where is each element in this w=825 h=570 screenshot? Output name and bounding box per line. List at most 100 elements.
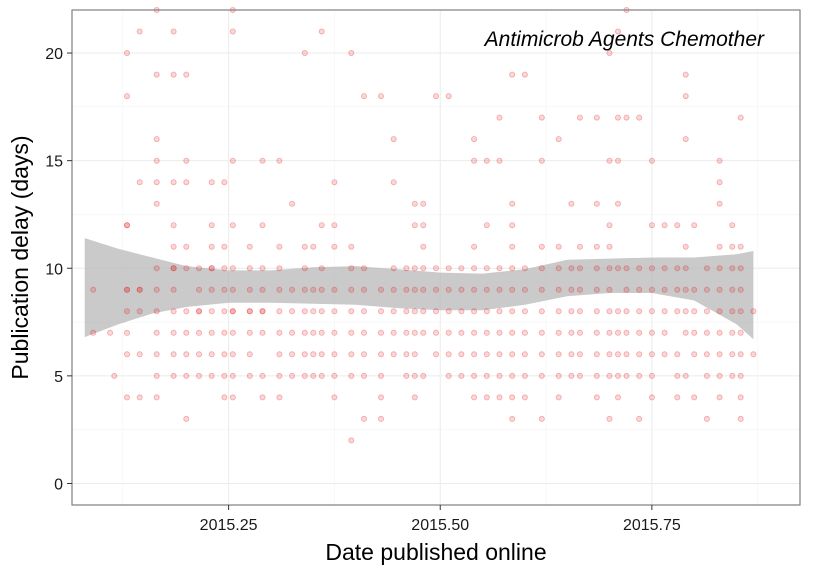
data-point bbox=[703, 351, 710, 358]
data-point bbox=[555, 372, 562, 379]
data-point bbox=[318, 286, 325, 293]
data-point bbox=[682, 71, 689, 78]
data-point bbox=[648, 394, 655, 401]
data-point bbox=[703, 372, 710, 379]
data-point bbox=[390, 265, 397, 272]
data-point bbox=[170, 265, 177, 272]
data-point bbox=[716, 200, 723, 207]
data-point bbox=[183, 372, 190, 379]
data-point bbox=[509, 372, 516, 379]
data-point bbox=[538, 372, 545, 379]
panel-border bbox=[71, 9, 801, 506]
data-point bbox=[348, 351, 355, 358]
data-point bbox=[360, 372, 367, 379]
data-point bbox=[331, 243, 338, 250]
data-point bbox=[124, 351, 131, 358]
data-point bbox=[348, 265, 355, 272]
data-point bbox=[538, 265, 545, 272]
data-point bbox=[331, 372, 338, 379]
data-point bbox=[555, 265, 562, 272]
data-point bbox=[411, 222, 418, 229]
data-point bbox=[576, 372, 583, 379]
data-point bbox=[153, 372, 160, 379]
data-point bbox=[310, 286, 317, 293]
data-point bbox=[411, 372, 418, 379]
data-point bbox=[208, 286, 215, 293]
data-point bbox=[124, 222, 131, 229]
data-point bbox=[276, 286, 283, 293]
data-point bbox=[471, 329, 478, 336]
data-point bbox=[111, 372, 118, 379]
data-point bbox=[682, 329, 689, 336]
data-point bbox=[593, 243, 600, 250]
y-tick-label: 0 bbox=[54, 476, 63, 493]
data-point bbox=[259, 329, 266, 336]
data-point bbox=[445, 286, 452, 293]
y-tick-label: 20 bbox=[45, 46, 63, 63]
data-point bbox=[246, 372, 253, 379]
data-point bbox=[331, 394, 338, 401]
data-point bbox=[691, 222, 698, 229]
data-point bbox=[682, 265, 689, 272]
data-point bbox=[716, 329, 723, 336]
data-point bbox=[606, 372, 613, 379]
data-point bbox=[538, 157, 545, 164]
data-point bbox=[348, 50, 355, 57]
data-point bbox=[183, 351, 190, 358]
data-point bbox=[496, 114, 503, 121]
data-point bbox=[555, 329, 562, 336]
data-point bbox=[246, 308, 253, 315]
data-point bbox=[568, 372, 575, 379]
data-point bbox=[221, 372, 228, 379]
data-point bbox=[310, 308, 317, 315]
data-point bbox=[259, 265, 266, 272]
data-point bbox=[521, 308, 528, 315]
data-point bbox=[555, 286, 562, 293]
data-point bbox=[208, 222, 215, 229]
data-point bbox=[483, 329, 490, 336]
data-point bbox=[445, 308, 452, 315]
data-point bbox=[538, 114, 545, 121]
data-point bbox=[124, 50, 131, 57]
data-point bbox=[682, 308, 689, 315]
data-point bbox=[229, 308, 236, 315]
data-point bbox=[124, 329, 131, 336]
data-point bbox=[606, 50, 613, 57]
data-point bbox=[606, 286, 613, 293]
data-point bbox=[648, 329, 655, 336]
data-point bbox=[648, 351, 655, 358]
data-point bbox=[360, 329, 367, 336]
data-point bbox=[691, 329, 698, 336]
data-point bbox=[432, 308, 439, 315]
data-point bbox=[509, 394, 516, 401]
data-point bbox=[195, 308, 202, 315]
data-point bbox=[555, 308, 562, 315]
data-point bbox=[703, 265, 710, 272]
data-point bbox=[403, 308, 410, 315]
data-point bbox=[623, 329, 630, 336]
data-point bbox=[615, 308, 622, 315]
data-point bbox=[276, 329, 283, 336]
data-point bbox=[593, 200, 600, 207]
data-point bbox=[716, 157, 723, 164]
data-point bbox=[229, 308, 236, 315]
data-point bbox=[471, 157, 478, 164]
data-point bbox=[331, 308, 338, 315]
data-point bbox=[403, 265, 410, 272]
data-point bbox=[538, 308, 545, 315]
data-point bbox=[521, 71, 528, 78]
data-point bbox=[496, 394, 503, 401]
data-point bbox=[348, 329, 355, 336]
data-point bbox=[615, 265, 622, 272]
data-point bbox=[403, 372, 410, 379]
data-point bbox=[420, 286, 427, 293]
data-point bbox=[183, 71, 190, 78]
data-point bbox=[310, 351, 317, 358]
data-point bbox=[674, 372, 681, 379]
data-point bbox=[221, 243, 228, 250]
data-point bbox=[674, 394, 681, 401]
data-point bbox=[593, 372, 600, 379]
data-point bbox=[153, 394, 160, 401]
data-point bbox=[682, 286, 689, 293]
data-point bbox=[496, 308, 503, 315]
